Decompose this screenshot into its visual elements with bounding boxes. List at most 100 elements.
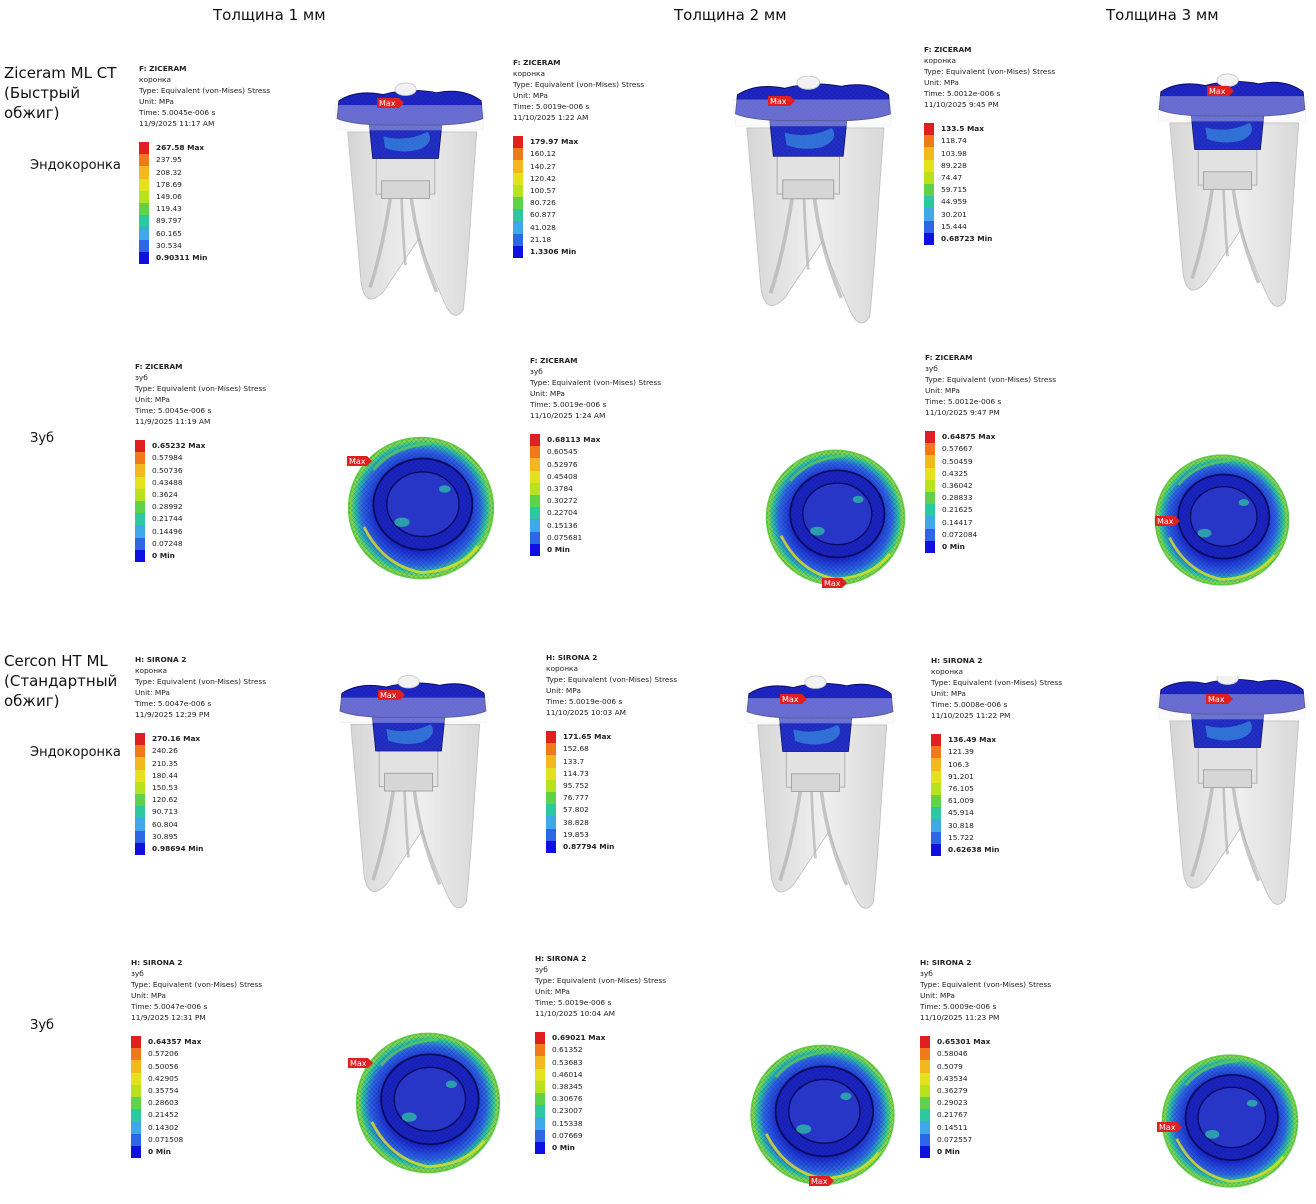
stress-legend: F: ZICERAM зуб Type: Equivalent (von-Mises… xyxy=(925,352,1056,553)
legend-value: 38.828 xyxy=(563,817,589,827)
color-swatch xyxy=(135,440,145,453)
max-marker: Max xyxy=(377,98,404,108)
legend-header-line: Type: Equivalent (von-Mises) Stress xyxy=(139,86,271,95)
legend-row: 267.58 Max xyxy=(139,142,270,155)
legend-value: 19.853 xyxy=(563,829,589,839)
legend-value: 0.61352 xyxy=(552,1045,583,1055)
color-swatch xyxy=(920,1145,930,1158)
legend-value: 60.165 xyxy=(156,228,182,238)
legend-header: F: ZICERAM зуб Type: Equivalent (von-Mises… xyxy=(530,355,661,421)
legend-row: 178.69 xyxy=(139,178,270,191)
legend-header-line: H: SIRONA 2 xyxy=(535,954,587,963)
legend-row: 208.32 xyxy=(139,166,270,179)
color-swatch xyxy=(546,743,556,756)
legend-header-line: Time: 5.0019e-006 s xyxy=(535,998,612,1007)
color-scale: 0.64357 Max 0.57206 0.50056 0.42905 0.35754 0… xyxy=(131,1036,262,1158)
legend-row: 0.50736 xyxy=(135,464,266,477)
color-swatch xyxy=(513,245,523,258)
color-swatch xyxy=(920,1060,930,1073)
color-swatch xyxy=(546,779,556,792)
legend-row: 121.39 xyxy=(931,746,1062,759)
legend-value: 140.27 xyxy=(530,161,556,171)
color-swatch xyxy=(931,782,941,795)
legend-row: 44.959 xyxy=(924,196,1055,209)
legend-row: 150.53 xyxy=(135,781,266,794)
legend-header-line: Unit: MPa xyxy=(920,991,955,1000)
max-label: Max xyxy=(782,695,799,704)
color-scale: 0.69021 Max 0.61352 0.53683 0.46014 0.38345 0… xyxy=(535,1032,666,1154)
color-swatch xyxy=(131,1084,141,1097)
stress-legend: H: SIRONA 2 коронка Type: Equivalent (von-… xyxy=(546,652,677,853)
legend-row: 0.30272 xyxy=(530,494,661,508)
max-label: Max xyxy=(824,579,841,588)
legend-row: 0.43488 xyxy=(135,476,266,489)
legend-row: 0.29023 xyxy=(920,1096,1051,1110)
legend-value: 0.50736 xyxy=(152,465,183,475)
color-swatch xyxy=(135,476,145,489)
legend-value: 0.5079 xyxy=(937,1061,963,1071)
legend-header: H: SIRONA 2 зуб Type: Equivalent (von-Mise… xyxy=(131,957,262,1023)
legend-value: 0.072084 xyxy=(942,529,978,539)
legend-row: 57.802 xyxy=(546,804,677,817)
legend-header-line: коронка xyxy=(135,666,168,675)
legend-value: 95.752 xyxy=(563,781,589,791)
legend-row: 0.23007 xyxy=(535,1105,666,1118)
color-swatch xyxy=(530,482,540,495)
color-scale: 171.65 Max 152.68 133.7 114.73 95.752 76.777 5… xyxy=(546,731,677,853)
legend-value: 136.49 Max xyxy=(948,735,997,745)
legend-value: 0.52976 xyxy=(547,459,578,469)
legend-row: 0 Min xyxy=(925,540,1056,553)
color-swatch xyxy=(139,142,149,155)
legend-row: 0.36279 xyxy=(920,1084,1051,1097)
color-swatch xyxy=(535,1032,545,1045)
legend-value: 150.53 xyxy=(152,783,178,793)
legend-value: 270.16 Max xyxy=(152,734,201,744)
color-scale: 0.64875 Max 0.57667 0.50459 0.4325 0.36042 0.… xyxy=(925,431,1056,553)
legend-row: 119.43 xyxy=(139,202,270,216)
max-marker: Max xyxy=(347,456,372,466)
legend-header-line: 11/10/2025 11:23 PM xyxy=(920,1013,1000,1022)
legend-header-line: Type: Equivalent (von-Mises) Stress xyxy=(131,980,263,989)
legend-value: 44.959 xyxy=(941,197,967,207)
legend-value: 89.228 xyxy=(941,160,967,170)
legend-row: 91.201 xyxy=(931,770,1062,783)
legend-value: 237.95 xyxy=(156,155,182,165)
legend-value: 0 Min xyxy=(148,1146,171,1156)
legend-row: 41.028 xyxy=(513,221,644,234)
color-swatch xyxy=(131,1121,141,1134)
legend-row: 74.47 xyxy=(924,171,1055,184)
legend-row: 30.895 xyxy=(135,830,266,843)
legend-row: 133.5 Max xyxy=(924,123,1055,136)
legend-header-line: Type: Equivalent (von-Mises) Stress xyxy=(920,980,1052,989)
legend-row: 0.072084 xyxy=(925,528,1056,541)
color-swatch xyxy=(546,828,556,841)
max-marker: Max xyxy=(1206,694,1233,704)
legend-row: 106.3 xyxy=(931,758,1062,771)
color-swatch xyxy=(546,731,556,744)
legend-header-line: коронка xyxy=(546,664,579,673)
legend-row: 0.64357 Max xyxy=(131,1036,262,1049)
legend-value: 0.43488 xyxy=(152,477,183,487)
legend-value: 0.68723 Min xyxy=(941,233,993,243)
color-swatch xyxy=(924,220,934,233)
color-swatch xyxy=(924,147,934,160)
legend-header-line: 11/9/2025 12:29 PM xyxy=(135,710,210,719)
legend-row: 0.57206 xyxy=(131,1048,262,1061)
legend-header-line: 11/10/2025 1:24 AM xyxy=(530,411,606,420)
legend-row: 60.804 xyxy=(135,818,266,831)
legend-row: 0 Min xyxy=(131,1145,262,1158)
fea-tooth-ring: Max xyxy=(1152,450,1292,590)
color-swatch xyxy=(131,1072,141,1085)
legend-value: 179.97 Max xyxy=(530,137,579,147)
legend-row: 0.28603 xyxy=(131,1096,262,1110)
legend-row: 15.444 xyxy=(924,220,1055,233)
legend-row: 0.075681 xyxy=(530,531,661,544)
color-scale: 179.97 Max 160.12 140.27 120.42 100.57 80.726… xyxy=(513,136,644,258)
color-swatch xyxy=(920,1096,930,1110)
stress-legend: H: SIRONA 2 коронка Type: Equivalent (von-… xyxy=(135,654,266,855)
color-swatch xyxy=(530,519,540,532)
legend-row: 0.64875 Max xyxy=(925,431,1056,444)
column-header-2mm: Толщина 2 мм xyxy=(674,6,787,24)
legend-row: 0.98694 Min xyxy=(135,842,266,855)
legend-header-line: зуб xyxy=(920,969,933,978)
